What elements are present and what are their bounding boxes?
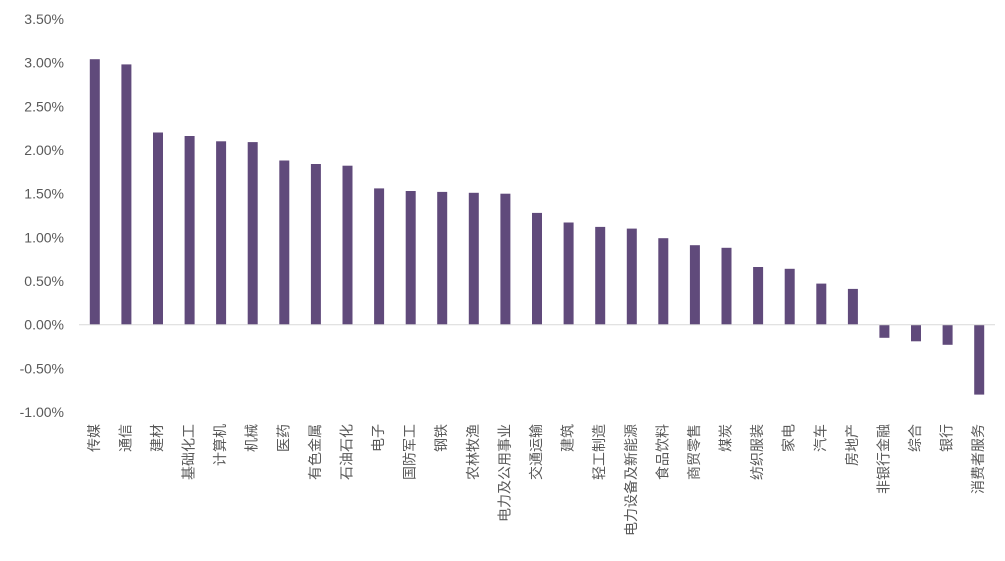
bar	[911, 324, 921, 342]
y-tick-label: -0.50%	[20, 360, 64, 376]
category-label: 家电	[781, 424, 798, 452]
bar	[374, 188, 385, 325]
category-label: 电力设备及新能源	[623, 424, 640, 536]
category-label: 石油石化	[340, 424, 356, 480]
bar	[816, 283, 827, 325]
y-tick-label: 0.00%	[24, 317, 64, 333]
bar	[500, 193, 511, 325]
bar	[184, 136, 195, 325]
category-label: 医药	[276, 424, 292, 452]
category-label: 国防军工	[403, 424, 419, 480]
category-label: 汽车	[812, 424, 829, 452]
bar	[784, 268, 795, 325]
bar	[247, 142, 258, 325]
bar	[689, 245, 700, 325]
category-label: 纺织服装	[750, 424, 766, 480]
category-label: 农林牧渔	[466, 424, 482, 480]
bar	[89, 59, 100, 325]
category-label: 基础化工	[181, 424, 198, 480]
category-label: 银行	[940, 424, 956, 452]
category-label: 传媒	[87, 424, 103, 452]
category-labels: 传媒 通信 建材 基础化工 计算机 机械 医药 有色金属 石油石化 电子 国防军工 钢铁 农林牧渔 电力及…	[87, 424, 987, 536]
y-tick-label: 2.50%	[24, 98, 64, 114]
y-tick-label: 2.00%	[24, 142, 64, 158]
bar	[942, 324, 953, 345]
bar	[279, 160, 290, 325]
bar	[563, 222, 574, 325]
bar	[721, 247, 732, 325]
bar	[216, 141, 227, 325]
bar	[626, 228, 637, 325]
category-label: 房地产	[845, 424, 861, 466]
bar	[437, 191, 448, 325]
category-label: 通信	[118, 424, 134, 452]
category-label: 非银行金融	[876, 424, 892, 494]
category-label: 食品饮料	[654, 424, 671, 480]
category-label: 建材	[150, 424, 166, 452]
y-axis-ticks: 3.50% 3.00% 2.50% 2.00% 1.50% 1.00% 0.50% 0.00%…	[20, 11, 64, 420]
category-label: 商贸零售	[687, 424, 703, 480]
category-label: 煤炭	[719, 424, 735, 452]
category-label: 消费者服务	[971, 424, 987, 494]
bar	[974, 324, 985, 395]
category-label: 电力及公用事业	[497, 424, 513, 522]
category-label: 轻工制造	[592, 424, 608, 480]
bar	[153, 132, 163, 325]
y-tick-label: 3.00%	[24, 55, 64, 71]
bar	[753, 267, 764, 325]
y-tick-label: 0.50%	[24, 273, 64, 289]
bar	[879, 324, 890, 338]
bar	[468, 192, 479, 325]
y-tick-label: 1.50%	[24, 186, 64, 202]
bar	[532, 212, 542, 325]
bar	[405, 191, 416, 325]
bar	[595, 226, 606, 325]
bar	[658, 238, 669, 325]
category-label: 建筑	[561, 424, 577, 452]
y-tick-label: -1.00%	[20, 404, 64, 420]
category-label: 有色金属	[307, 424, 324, 480]
bar	[121, 64, 132, 325]
bar	[342, 165, 353, 325]
category-label: 机械	[245, 424, 261, 452]
bar	[310, 164, 321, 325]
y-tick-label: 3.50%	[24, 11, 64, 27]
y-tick-label: 1.00%	[24, 229, 64, 245]
category-label: 电子	[371, 424, 387, 452]
category-label: 计算机	[213, 424, 229, 466]
bar	[847, 288, 858, 325]
bars	[89, 59, 985, 395]
category-label: 钢铁	[434, 424, 450, 452]
category-label: 交通运输	[528, 424, 545, 480]
category-label: 综合	[908, 424, 924, 452]
